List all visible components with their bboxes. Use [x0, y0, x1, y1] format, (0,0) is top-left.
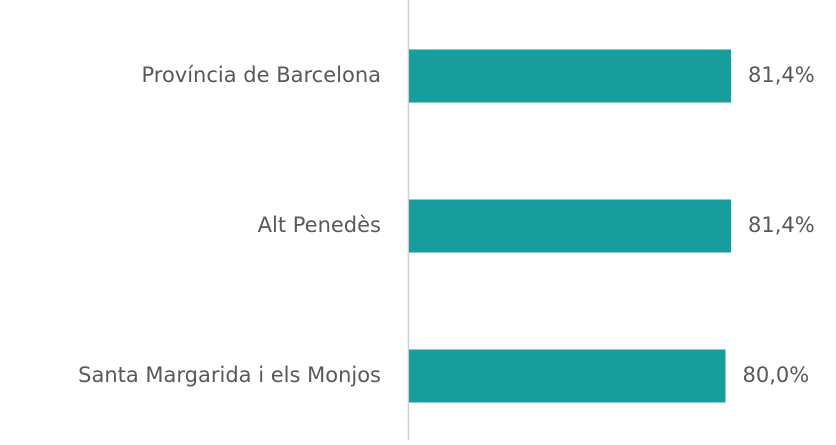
data-label: 81,4%: [748, 63, 815, 87]
data-label: 81,4%: [748, 213, 815, 237]
bar: [409, 349, 726, 403]
bar: [409, 49, 732, 103]
y-tick-label: Alt Penedès: [258, 213, 381, 237]
data-label: 80,0%: [742, 363, 809, 387]
y-tick-label: Província de Barcelona: [141, 63, 381, 87]
y-tick-label: Santa Margarida i els Monjos: [78, 363, 381, 387]
bar: [409, 199, 732, 253]
